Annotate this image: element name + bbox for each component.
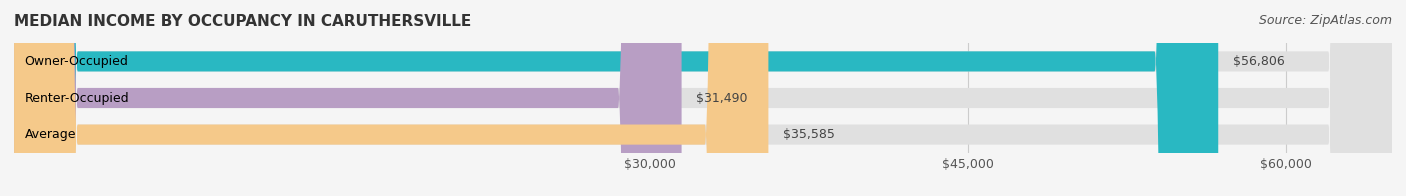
Text: Average: Average [25, 128, 76, 141]
Text: Renter-Occupied: Renter-Occupied [25, 92, 129, 104]
Text: MEDIAN INCOME BY OCCUPANCY IN CARUTHERSVILLE: MEDIAN INCOME BY OCCUPANCY IN CARUTHERSV… [14, 14, 471, 29]
Text: Source: ZipAtlas.com: Source: ZipAtlas.com [1258, 14, 1392, 27]
FancyBboxPatch shape [14, 0, 769, 196]
FancyBboxPatch shape [14, 0, 682, 196]
Text: $31,490: $31,490 [696, 92, 748, 104]
FancyBboxPatch shape [14, 0, 1392, 196]
Text: Owner-Occupied: Owner-Occupied [25, 55, 128, 68]
Text: $56,806: $56,806 [1233, 55, 1285, 68]
Text: $35,585: $35,585 [783, 128, 835, 141]
FancyBboxPatch shape [14, 0, 1392, 196]
FancyBboxPatch shape [14, 0, 1218, 196]
FancyBboxPatch shape [14, 0, 1392, 196]
